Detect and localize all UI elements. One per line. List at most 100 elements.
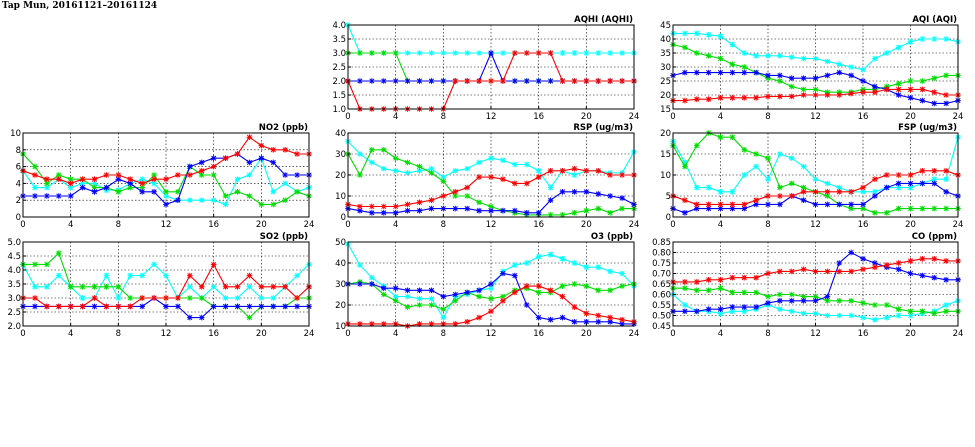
data-point — [943, 36, 949, 42]
data-point — [163, 272, 169, 279]
data-point — [44, 261, 50, 268]
data-point — [175, 172, 181, 178]
data-point — [848, 90, 854, 97]
data-point — [44, 176, 50, 182]
data-point — [222, 284, 229, 290]
data-point — [282, 172, 288, 178]
data-point — [198, 295, 205, 301]
data-point — [404, 201, 411, 208]
data-point — [800, 298, 807, 304]
x-tick-label: 20 — [581, 220, 592, 230]
data-point — [44, 193, 50, 199]
data-point — [246, 272, 253, 279]
data-point — [404, 78, 411, 84]
data-point — [931, 256, 938, 262]
data-point — [282, 147, 288, 153]
data-point — [380, 203, 387, 210]
data-point — [883, 184, 890, 191]
y-tick-label: 2 — [16, 196, 21, 206]
data-point — [619, 316, 625, 323]
data-point — [32, 284, 38, 290]
x-tick-label: 8 — [441, 329, 446, 339]
data-point — [812, 55, 819, 62]
data-point — [55, 176, 62, 182]
x-tick-label: 20 — [256, 220, 267, 230]
data-point — [788, 298, 795, 304]
data-point — [246, 314, 253, 321]
data-point — [488, 295, 494, 302]
data-point — [175, 295, 181, 301]
data-point — [440, 174, 447, 180]
data-point — [79, 303, 86, 310]
x-tick-label: 20 — [581, 329, 592, 339]
data-point — [127, 272, 134, 279]
data-point — [91, 189, 98, 195]
data-point — [151, 261, 157, 268]
data-point — [512, 289, 518, 296]
x-tick-label: 8 — [441, 220, 446, 230]
data-point — [883, 314, 890, 321]
data-point — [55, 272, 62, 279]
data-point — [357, 78, 363, 84]
x-tick-label: 8 — [765, 112, 770, 122]
data-point — [392, 168, 399, 174]
data-point — [163, 193, 169, 199]
data-point — [895, 81, 902, 87]
data-point — [872, 55, 878, 62]
y-tick-label: 1.5 — [332, 91, 346, 101]
x-tick-label: 8 — [765, 220, 770, 230]
data-point — [860, 266, 866, 273]
data-point — [765, 201, 771, 208]
data-point — [777, 184, 783, 191]
data-point — [103, 284, 110, 290]
y-tick-label: 40 — [335, 259, 346, 269]
data-point — [777, 268, 783, 275]
data-point — [452, 50, 459, 56]
data-point — [788, 291, 795, 298]
x-tick-label: 4 — [393, 112, 398, 122]
data-point — [619, 50, 625, 56]
data-point — [824, 201, 831, 208]
data-point — [246, 193, 253, 199]
data-point — [883, 86, 890, 93]
y-tick-label: 20 — [660, 129, 671, 139]
data-point — [234, 151, 241, 157]
data-point — [79, 184, 86, 191]
data-point — [163, 176, 169, 182]
data-point — [571, 50, 578, 56]
data-point — [547, 184, 554, 191]
chart-6: 0 4 8 12 16 20 24 10 20 30 40 50 O3 (ppb) — [335, 232, 639, 339]
data-point — [872, 189, 878, 195]
data-point — [931, 176, 938, 182]
data-point — [270, 303, 277, 310]
data-point — [198, 314, 205, 321]
y-tick-label: 30 — [335, 280, 346, 290]
data-point — [741, 274, 748, 281]
data-point — [369, 50, 375, 56]
data-point — [535, 210, 542, 216]
data-point — [488, 50, 494, 56]
data-point — [800, 86, 807, 93]
y-tick-label: 25 — [660, 77, 671, 87]
y-tick-label: 3.0 — [332, 49, 346, 59]
x-tick-label: 4 — [393, 329, 398, 339]
data-point — [44, 180, 50, 187]
chart-7: 0 4 8 12 16 20 240.450.500.550.600.650.700.750… — [652, 232, 963, 339]
data-point — [246, 134, 253, 140]
data-point — [559, 212, 566, 218]
data-point — [765, 193, 771, 199]
data-point — [404, 304, 411, 310]
data-point — [895, 180, 902, 187]
data-point — [139, 184, 145, 191]
data-point — [357, 262, 363, 268]
data-point — [115, 284, 122, 290]
chart-title: O3 (ppb) — [591, 232, 633, 242]
data-point — [872, 210, 878, 216]
data-point — [258, 284, 265, 290]
y-tick-label: 4.0 — [7, 266, 21, 276]
data-point — [848, 189, 854, 195]
y-tick-label: 35 — [660, 49, 671, 59]
y-tick-label: 3.5 — [7, 280, 21, 290]
data-point — [595, 312, 602, 319]
data-point — [812, 189, 819, 195]
